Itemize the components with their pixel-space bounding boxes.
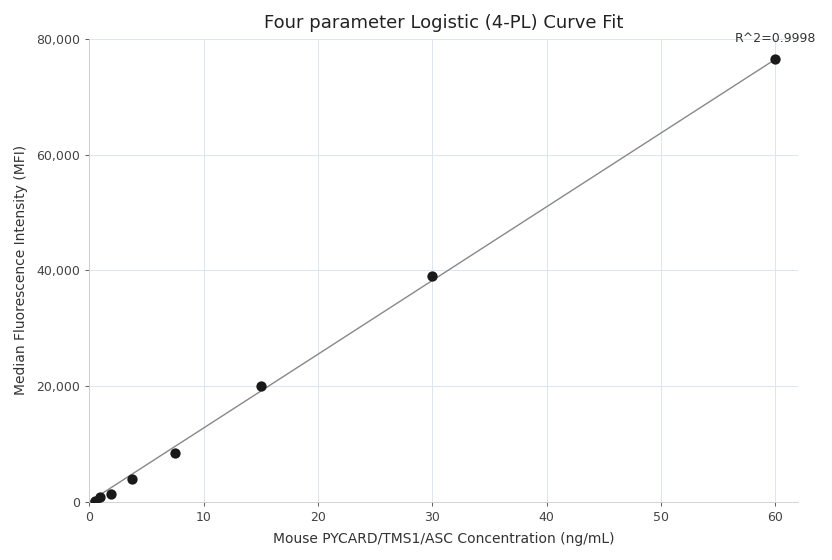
- Point: [769, 55, 782, 64]
- Point: [126, 474, 139, 483]
- Y-axis label: Median Fluorescence Intensity (MFI): Median Fluorescence Intensity (MFI): [14, 145, 28, 395]
- Point: [168, 448, 181, 457]
- X-axis label: Mouse PYCARD/TMS1/ASC Concentration (ng/mL): Mouse PYCARD/TMS1/ASC Concentration (ng/…: [273, 532, 615, 546]
- Point: [104, 489, 117, 498]
- Point: [254, 381, 267, 390]
- Text: R^2=0.9998: R^2=0.9998: [735, 32, 816, 45]
- Point: [93, 492, 106, 501]
- Point: [88, 496, 102, 505]
- Title: Four parameter Logistic (4-PL) Curve Fit: Four parameter Logistic (4-PL) Curve Fit: [264, 14, 623, 32]
- Point: [426, 272, 439, 281]
